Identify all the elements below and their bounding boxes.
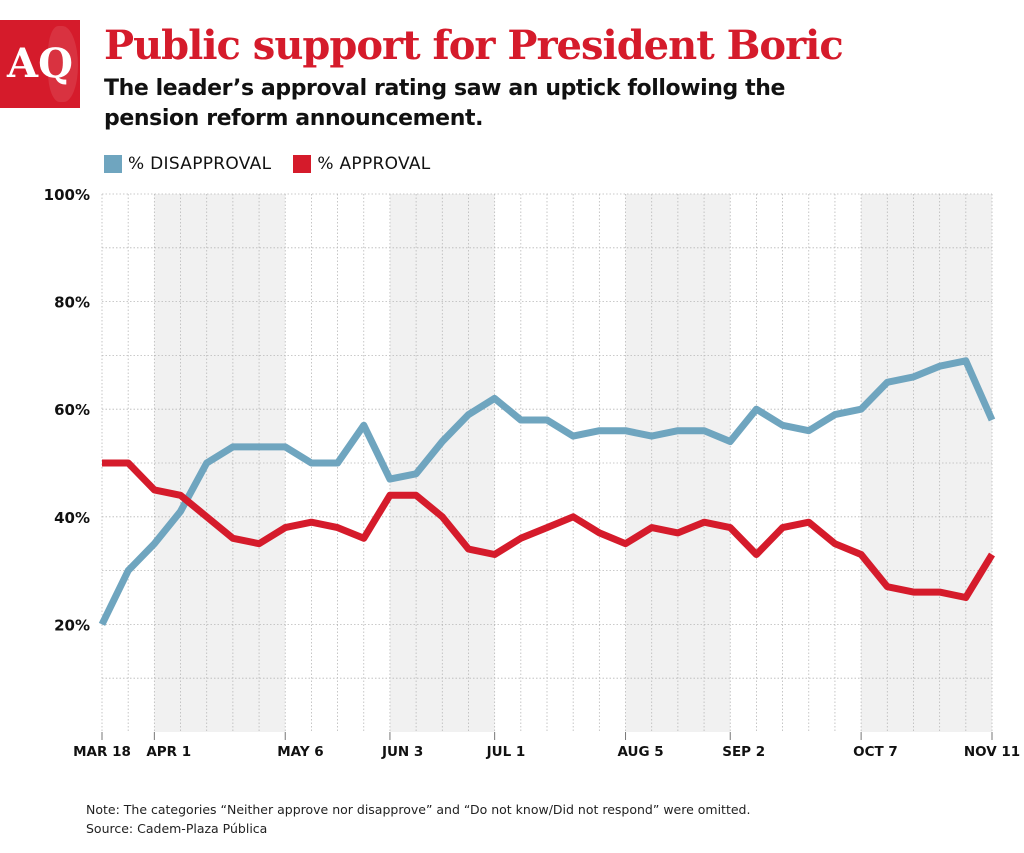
legend-label-disapproval: % DISAPPROVAL	[128, 154, 272, 174]
aq-logo: AQ	[0, 20, 80, 108]
y-tick-label: 100%	[44, 186, 90, 204]
x-tick-label: MAR 18	[73, 744, 131, 760]
legend: % DISAPPROVAL % APPROVAL	[104, 154, 453, 174]
x-tick-label: NOV 11	[964, 744, 1020, 760]
x-tick-label: MAY 6	[277, 744, 323, 760]
footer-note: Note: The categories “Neither approve no…	[86, 802, 751, 817]
x-tick-label: OCT 7	[853, 744, 898, 760]
legend-item-approval: % APPROVAL	[293, 154, 430, 174]
x-tick-label: APR 1	[146, 744, 191, 760]
line-chart: 100% 80% 60% 40% 20% MAR 18 APR 1 MAY 6 JUN 3 JUL…	[44, 186, 1021, 760]
logo-text: AQ	[7, 40, 73, 87]
y-tick-label: 20%	[54, 616, 90, 634]
legend-swatch-disapproval	[104, 155, 122, 173]
legend-item-disapproval: % DISAPPROVAL	[104, 154, 271, 174]
y-tick-label: 80%	[54, 294, 90, 312]
map-graphic	[48, 26, 78, 102]
y-tick-label: 60%	[54, 401, 90, 419]
chart-title: Public support for President Boric	[104, 22, 844, 69]
legend-label-approval: % APPROVAL	[317, 154, 431, 174]
legend-swatch-approval	[293, 155, 312, 173]
x-tick-label: AUG 5	[618, 744, 664, 760]
footer: Note: The categories “Neither approve no…	[86, 800, 750, 838]
chart-subtitle: The leader’s approval rating saw an upti…	[104, 76, 786, 131]
month-band	[154, 194, 286, 732]
x-tick-label: SEP 2	[722, 744, 765, 760]
x-tick-label: JUL 1	[486, 744, 526, 760]
footer-source: Source: Cadem-Plaza Pública	[86, 821, 268, 836]
series-line-approval	[102, 459, 995, 601]
x-tick-label: JUN 3	[381, 744, 423, 760]
y-tick-label: 40%	[54, 509, 90, 527]
series-line-disapproval	[98, 357, 996, 626]
month-band	[861, 194, 992, 732]
